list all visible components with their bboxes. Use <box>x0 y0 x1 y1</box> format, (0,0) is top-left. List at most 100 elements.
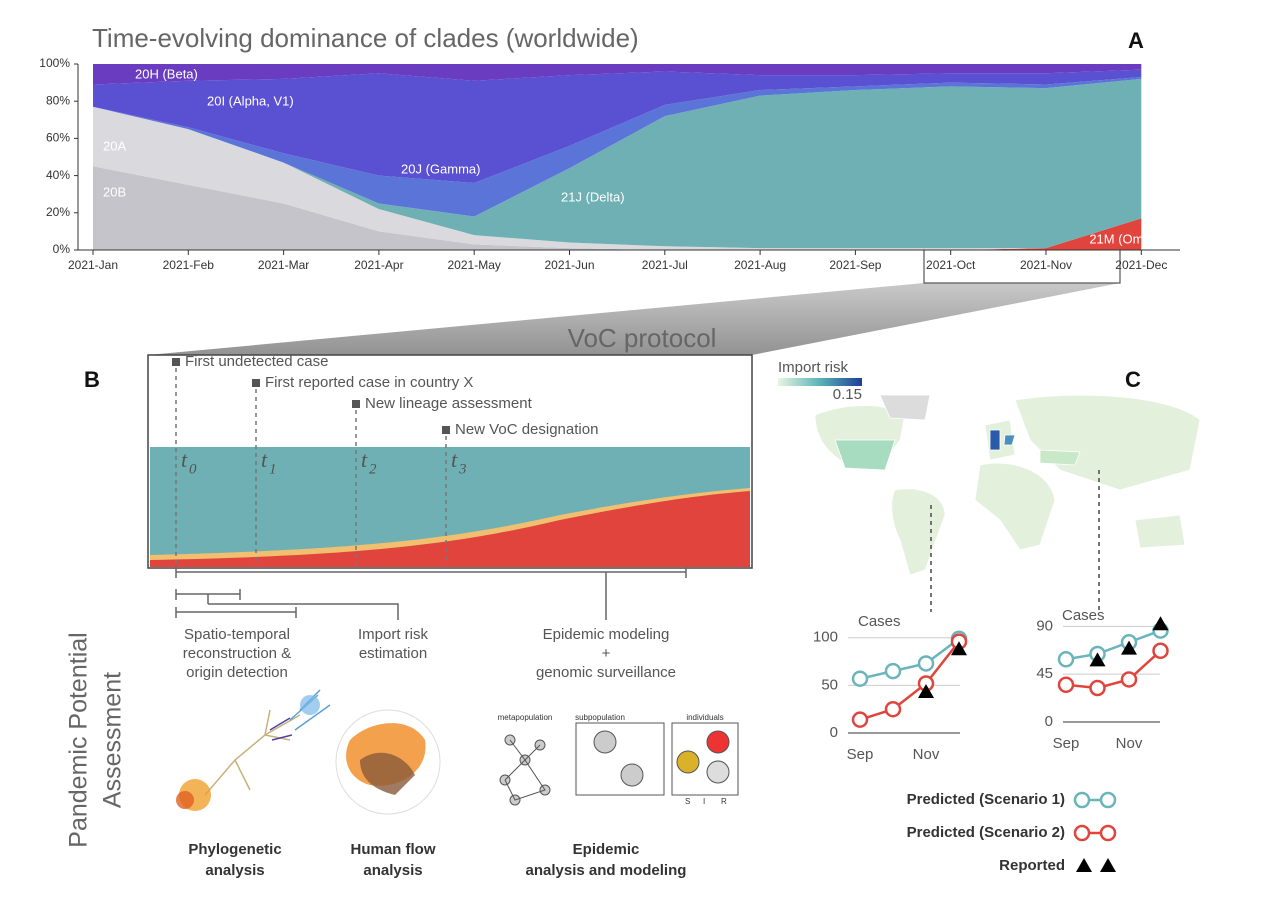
y-tick-label: 100 <box>813 629 838 646</box>
area-label: 20H (Beta) <box>135 66 198 81</box>
event-label: New VoC designation <box>455 421 598 438</box>
side-title: Pandemic Potential <box>65 632 93 847</box>
x-tick-label: 2021-Mar <box>258 258 309 272</box>
area <box>93 106 1142 250</box>
time-index: 3 <box>458 461 467 477</box>
method-label: Import risk <box>358 626 429 643</box>
area-label: 20A <box>103 138 126 153</box>
y-tick-label: 90 <box>1036 617 1053 634</box>
x-tick-label: 2021-Jul <box>642 258 688 272</box>
event-label: First undetected case <box>185 353 328 370</box>
time-symbol: t <box>261 447 268 472</box>
x-tick-label: 2021-Aug <box>734 258 786 272</box>
x-tick-label: 2021-Jun <box>544 258 594 272</box>
x-tick-label: 2021-Jan <box>68 258 118 272</box>
method-label: reconstruction & <box>183 645 291 662</box>
x-tick-label: Nov <box>1116 735 1143 752</box>
y-tick-label: 0 <box>1045 713 1053 730</box>
brackets <box>175 567 687 620</box>
point <box>884 662 902 680</box>
point <box>1057 676 1075 694</box>
model-state: I <box>703 797 705 806</box>
event-marker <box>352 400 360 408</box>
legend-label: Predicted (Scenario 1) <box>907 791 1065 808</box>
point <box>884 700 902 718</box>
y-tick-label: 45 <box>1036 665 1053 682</box>
time-index: 2 <box>369 461 377 477</box>
zoom-connector <box>148 283 1120 355</box>
y-tick-label: 60% <box>46 131 70 145</box>
point <box>1089 679 1106 697</box>
y-tick-label: 0% <box>53 242 71 256</box>
panel-label: A <box>1128 28 1144 53</box>
model-level: metapopulation <box>498 713 553 722</box>
analysis-label: Epidemic <box>573 841 640 858</box>
time-index: 1 <box>269 461 277 477</box>
triangle <box>951 641 967 656</box>
legend-marker <box>1073 791 1091 809</box>
analysis-label: analysis <box>205 862 264 879</box>
time-symbol: t <box>451 447 458 472</box>
panel-label: C <box>1125 367 1141 392</box>
legend-marker <box>1073 824 1091 842</box>
y-axis-label: Cases <box>858 613 901 630</box>
triangle <box>1121 640 1137 655</box>
map-pointers <box>930 470 1100 612</box>
point <box>851 711 869 728</box>
x-tick-label: Sep <box>1053 735 1080 752</box>
panel-label: B <box>84 367 100 392</box>
method-label: Epidemic modeling <box>543 626 670 643</box>
series-line <box>859 640 960 721</box>
series-line <box>1065 649 1162 690</box>
legend-marker <box>1099 824 1117 842</box>
x-tick-label: Nov <box>913 746 940 763</box>
event-label: First reported case in country X <box>265 374 473 391</box>
series-line <box>1065 629 1161 661</box>
model-level: subpopulation <box>575 713 625 722</box>
y-tick-label: 40% <box>46 168 70 182</box>
method-label: + <box>602 645 611 662</box>
event-marker <box>252 379 260 387</box>
area-label: 20J (Gamma) <box>401 161 480 176</box>
analysis-label: Phylogenetic <box>188 841 281 858</box>
area <box>93 77 1142 217</box>
x-tick-label: 2021-Feb <box>163 258 215 272</box>
triangle <box>918 684 934 699</box>
y-tick-label: 0 <box>830 724 838 741</box>
triangle <box>1089 652 1106 667</box>
y-axis-label: Cases <box>1062 607 1105 624</box>
method-label: estimation <box>359 645 427 662</box>
legend-label: Reported <box>999 857 1065 874</box>
human-flow-image <box>335 709 441 815</box>
x-tick-label: 2021-Oct <box>926 258 976 272</box>
point <box>1152 642 1169 660</box>
time-index: 0 <box>189 461 197 477</box>
colorbar-label: Import risk <box>778 359 849 376</box>
x-tick-label: 2021-Dec <box>1115 258 1167 272</box>
side-title: Assessment <box>99 672 127 808</box>
legend-label: Predicted (Scenario 2) <box>907 824 1065 841</box>
area-label: 21M (Omicron) <box>1089 231 1176 246</box>
method-label: Spatio-temporal <box>184 626 290 643</box>
area-label: 20B <box>103 184 126 199</box>
analysis-label: Human flow <box>351 841 436 858</box>
triangle <box>1152 616 1169 631</box>
model-level: individuals <box>686 713 723 722</box>
area-label: 20I (Alpha, V1) <box>207 93 294 108</box>
model-image <box>499 722 739 806</box>
x-tick-label: 2021-Sep <box>829 258 881 272</box>
analysis-label: analysis <box>363 862 422 879</box>
colorbar <box>778 378 862 386</box>
legend-marker <box>1099 791 1117 809</box>
x-tick-label: 2021-Apr <box>354 258 403 272</box>
omicron-area <box>150 491 750 567</box>
x-tick-label: Sep <box>847 746 874 763</box>
area <box>93 166 1142 250</box>
point <box>851 670 869 687</box>
method-label: genomic surveillance <box>536 664 676 681</box>
legend-marker <box>1100 858 1116 872</box>
area <box>93 78 1142 249</box>
colorbar-tick: 0.15 <box>833 386 862 403</box>
series-line <box>859 637 960 680</box>
